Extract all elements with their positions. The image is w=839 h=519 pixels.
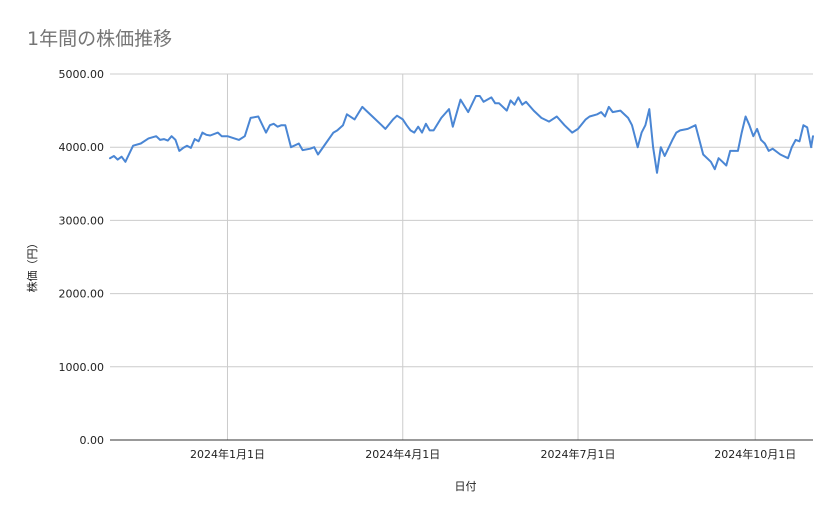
chart-title: 1年間の株価推移 (27, 28, 173, 50)
y-axis-title: 株価（円） (25, 238, 39, 293)
y-tick-label: 3000.00 (59, 214, 105, 227)
y-tick-label: 0.00 (80, 434, 105, 447)
y-tick-label: 1000.00 (59, 361, 105, 374)
series-line (109, 95, 814, 174)
x-tick-label: 2024年7月1日 (541, 447, 616, 461)
x-tick-label: 2024年1月1日 (190, 447, 265, 461)
x-tick-label: 2024年10月1日 (714, 447, 796, 461)
y-tick-label: 4000.00 (59, 141, 105, 154)
y-tick-label: 5000.00 (59, 68, 105, 81)
x-tick-label: 2024年4月1日 (365, 447, 440, 461)
x-axis-title: 日付 (455, 480, 477, 493)
y-tick-label: 2000.00 (59, 288, 105, 301)
